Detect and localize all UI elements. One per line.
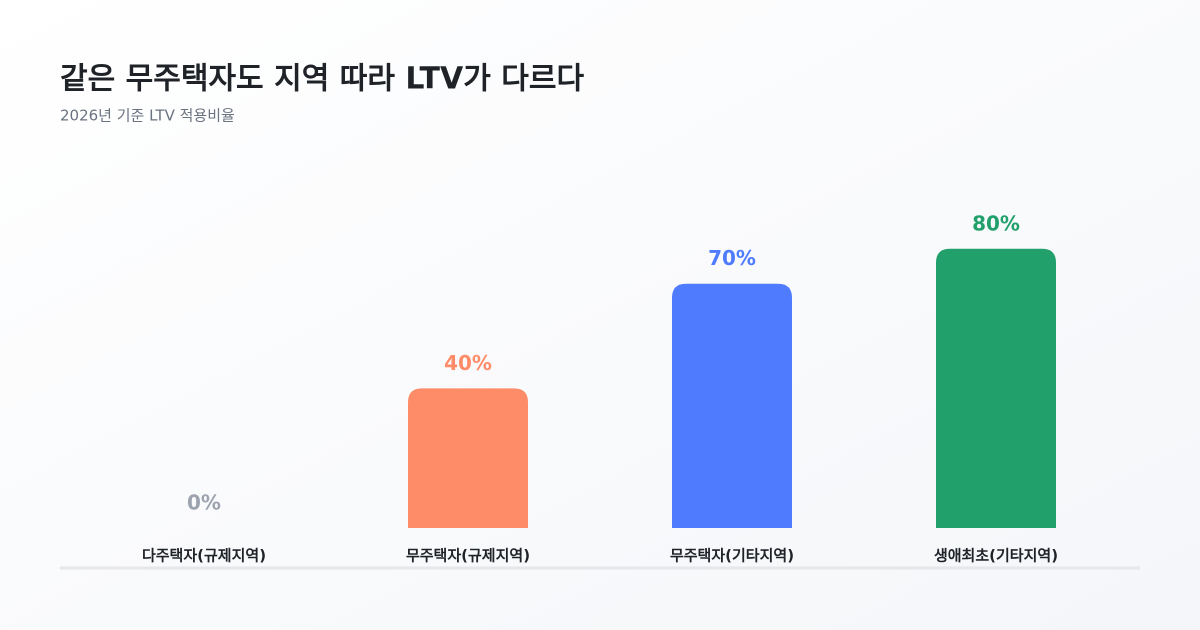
bar xyxy=(672,283,792,528)
value-label: 40% xyxy=(444,351,492,375)
chart-subtitle: 2026년 기준 LTV 적용비율 xyxy=(60,107,235,125)
chart-title: 같은 무주택자도 지역 따라 LTV가 다르다 xyxy=(60,62,584,97)
bar xyxy=(936,248,1056,529)
value-label: 0% xyxy=(187,491,221,515)
x-tick-label: 무주택자(기타지역) xyxy=(670,547,794,565)
value-label: 70% xyxy=(708,246,756,270)
value-label: 80% xyxy=(972,211,1020,235)
x-tick-label: 생애최초(기타지역) xyxy=(934,547,1058,565)
x-tick-label: 무주택자(규제지역) xyxy=(406,547,530,565)
x-tick-label: 다주택자(규제지역) xyxy=(142,547,266,565)
bar xyxy=(408,388,528,528)
